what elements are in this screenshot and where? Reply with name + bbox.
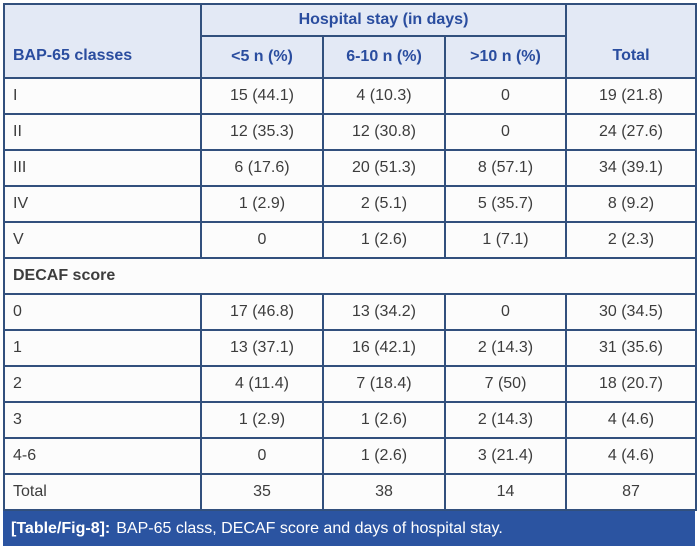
table-cell: 13 (37.1) [200,329,324,367]
table-row-decaf-3: 3 1 (2.9) 1 (2.6) 2 (14.3) 4 (4.6) [3,401,697,439]
caption-label: [Table/Fig-8]: [11,519,111,537]
header-sub-row: <5 n (%) 6-10 n (%) >10 n (%) [4,35,696,79]
bap65-decaf-table: BAP-65 classes Hospital stay (in days) T… [3,3,697,511]
table-cell: 34 (39.1) [565,149,697,187]
table-cell: 2 (5.1) [322,185,446,223]
table-cell: 1 (2.9) [200,401,324,439]
row-label: Total [3,473,202,511]
table-row-bap-I: I 15 (44.1) 4 (10.3) 0 19 (21.8) [3,77,697,115]
table-cell: 19 (21.8) [565,77,697,115]
table-cell: 2 (2.3) [565,221,697,259]
table-cell: 1 (2.6) [322,401,446,439]
table-cell: 2 (14.3) [444,329,567,367]
table-cell: 7 (18.4) [322,365,446,403]
column-header-stub: BAP-65 classes [3,3,202,79]
figure-caption-bar: [Table/Fig-8]: BAP-65 class, DECAF score… [3,511,695,546]
row-label: II [3,113,202,151]
table-cell: 8 (57.1) [444,149,567,187]
table-row-decaf-0: 0 17 (46.8) 13 (34.2) 0 30 (34.5) [3,293,697,331]
row-label: I [3,77,202,115]
table-cell: 17 (46.8) [200,293,324,331]
row-label: 0 [3,293,202,331]
table-cell: 1 (7.1) [444,221,567,259]
column-header-6to10: 6-10 n (%) [322,35,446,79]
table-cell: 0 [200,437,324,475]
row-label: III [3,149,202,187]
table-row-decaf-4-6: 4-6 0 1 (2.6) 3 (21.4) 4 (4.6) [3,437,697,475]
table-cell: 6 (17.6) [200,149,324,187]
row-label: 3 [3,401,202,439]
table-cell: 4 (11.4) [200,365,324,403]
table-header: BAP-65 classes Hospital stay (in days) T… [3,3,697,79]
table-cell: 35 [200,473,324,511]
table-cell: 0 [444,113,567,151]
table-cell: 24 (27.6) [565,113,697,151]
table-cell: 7 (50) [444,365,567,403]
table-cell: 87 [565,473,697,511]
table-cell: 2 (14.3) [444,401,567,439]
row-label: 4-6 [3,437,202,475]
table-cell: 16 (42.1) [322,329,446,367]
table-cell: 3 (21.4) [444,437,567,475]
table-cell: 15 (44.1) [200,77,324,115]
section-label: DECAF score [3,257,697,295]
column-group-header: Hospital stay (in days) [200,3,567,37]
table-cell: 0 [444,77,567,115]
table-cell: 4 (10.3) [322,77,446,115]
table-cell: 0 [444,293,567,331]
table-cell: 1 (2.6) [322,221,446,259]
table-cell: 18 (20.7) [565,365,697,403]
table-cell: 12 (35.3) [200,113,324,151]
table-row-bap-IV: IV 1 (2.9) 2 (5.1) 5 (35.7) 8 (9.2) [3,185,697,223]
table-row-total: Total 35 38 14 87 [3,473,697,511]
table-cell: 30 (34.5) [565,293,697,331]
table-row-decaf-2: 2 4 (11.4) 7 (18.4) 7 (50) 18 (20.7) [3,365,697,403]
table-cell: 0 [200,221,324,259]
table-row-bap-II: II 12 (35.3) 12 (30.8) 0 24 (27.6) [3,113,697,151]
table-row-bap-III: III 6 (17.6) 20 (51.3) 8 (57.1) 34 (39.1… [3,149,697,187]
table-cell: 20 (51.3) [322,149,446,187]
table-cell: 13 (34.2) [322,293,446,331]
row-label: IV [3,185,202,223]
table-cell: 1 (2.9) [200,185,324,223]
table-cell: 31 (35.6) [565,329,697,367]
section-header-row-decaf: DECAF score [3,257,697,295]
table-cell: 4 (4.6) [565,437,697,475]
row-label: 1 [3,329,202,367]
row-label: 2 [3,365,202,403]
table-cell: 5 (35.7) [444,185,567,223]
table-row-decaf-1: 1 13 (37.1) 16 (42.1) 2 (14.3) 31 (35.6) [3,329,697,367]
table-body: I 15 (44.1) 4 (10.3) 0 19 (21.8) II 12 (… [3,77,697,511]
table-cell: 4 (4.6) [565,401,697,439]
row-label: V [3,221,202,259]
table-cell: 14 [444,473,567,511]
column-header-total: Total [565,3,697,79]
header-group-row: BAP-65 classes Hospital stay (in days) T… [3,3,697,79]
column-header-lt5: <5 n (%) [200,35,324,79]
column-header-gt10: >10 n (%) [444,35,567,79]
table-cell: 8 (9.2) [565,185,697,223]
table-cell: 1 (2.6) [322,437,446,475]
caption-text: BAP-65 class, DECAF score and days of ho… [116,519,503,537]
table-cell: 12 (30.8) [322,113,446,151]
table-row-bap-V: V 0 1 (2.6) 1 (7.1) 2 (2.3) [3,221,697,259]
table-cell: 38 [322,473,446,511]
